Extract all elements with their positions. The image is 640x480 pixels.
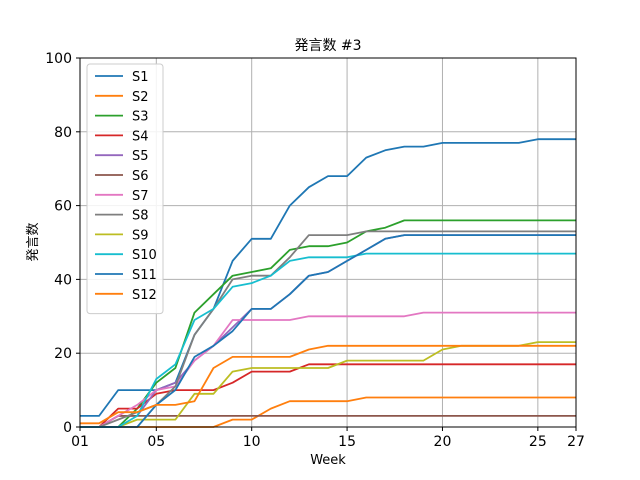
- x-tick-label: 25: [529, 434, 547, 450]
- series-lines: [80, 138, 576, 428]
- series-line-s7: [80, 311, 576, 428]
- x-tick-label: 05: [147, 434, 165, 450]
- y-tick-label: 60: [54, 199, 72, 215]
- legend-label: S3: [132, 110, 149, 125]
- series-line-s2: [80, 396, 576, 428]
- x-tick-label: 15: [338, 434, 356, 450]
- y-tick-label: 40: [54, 272, 72, 288]
- axis-ticks: 01 05 10 15 20 25 27 0 20 40 60 80 100: [45, 51, 585, 450]
- x-tick-label: 10: [243, 434, 261, 450]
- legend-label: S4: [132, 129, 149, 144]
- series-line-s8: [80, 230, 576, 428]
- legend-label: S7: [132, 189, 149, 204]
- plot-frame: [79, 57, 577, 428]
- legend-label: S6: [132, 169, 149, 184]
- legend-box: [86, 63, 164, 315]
- series-line-s10: [80, 252, 576, 428]
- y-tick-label: 100: [45, 51, 72, 67]
- x-tick-label: 27: [567, 434, 585, 450]
- legend-label: S9: [132, 228, 149, 243]
- legend: S1 S2 S3 S4 S5 S6 S7 S8 S9 S10 S11 S12: [86, 63, 164, 315]
- y-tick-label: 80: [54, 125, 72, 141]
- series-line-s12: [80, 344, 576, 425]
- series-line-s11: [80, 234, 576, 428]
- y-tick-label: 20: [54, 346, 72, 362]
- x-axis-label: Week: [310, 453, 346, 468]
- y-axis-label: 発言数: [26, 222, 41, 261]
- legend-label: S5: [132, 149, 149, 164]
- x-tick-label: 01: [71, 434, 89, 450]
- x-tick-label: 20: [434, 434, 452, 450]
- legend-label: S2: [132, 90, 149, 105]
- legend-label: S12: [132, 288, 157, 303]
- series-line-s4: [80, 363, 576, 428]
- chart-title: 発言数 #3: [294, 38, 361, 54]
- series-line-s6: [80, 414, 576, 428]
- legend-label: S11: [132, 268, 157, 283]
- series-line-s3: [80, 219, 576, 428]
- legend-label: S1: [132, 70, 149, 85]
- y-tick-label: 0: [63, 420, 72, 436]
- legend-label: S10: [132, 248, 157, 263]
- legend-label: S8: [132, 209, 149, 224]
